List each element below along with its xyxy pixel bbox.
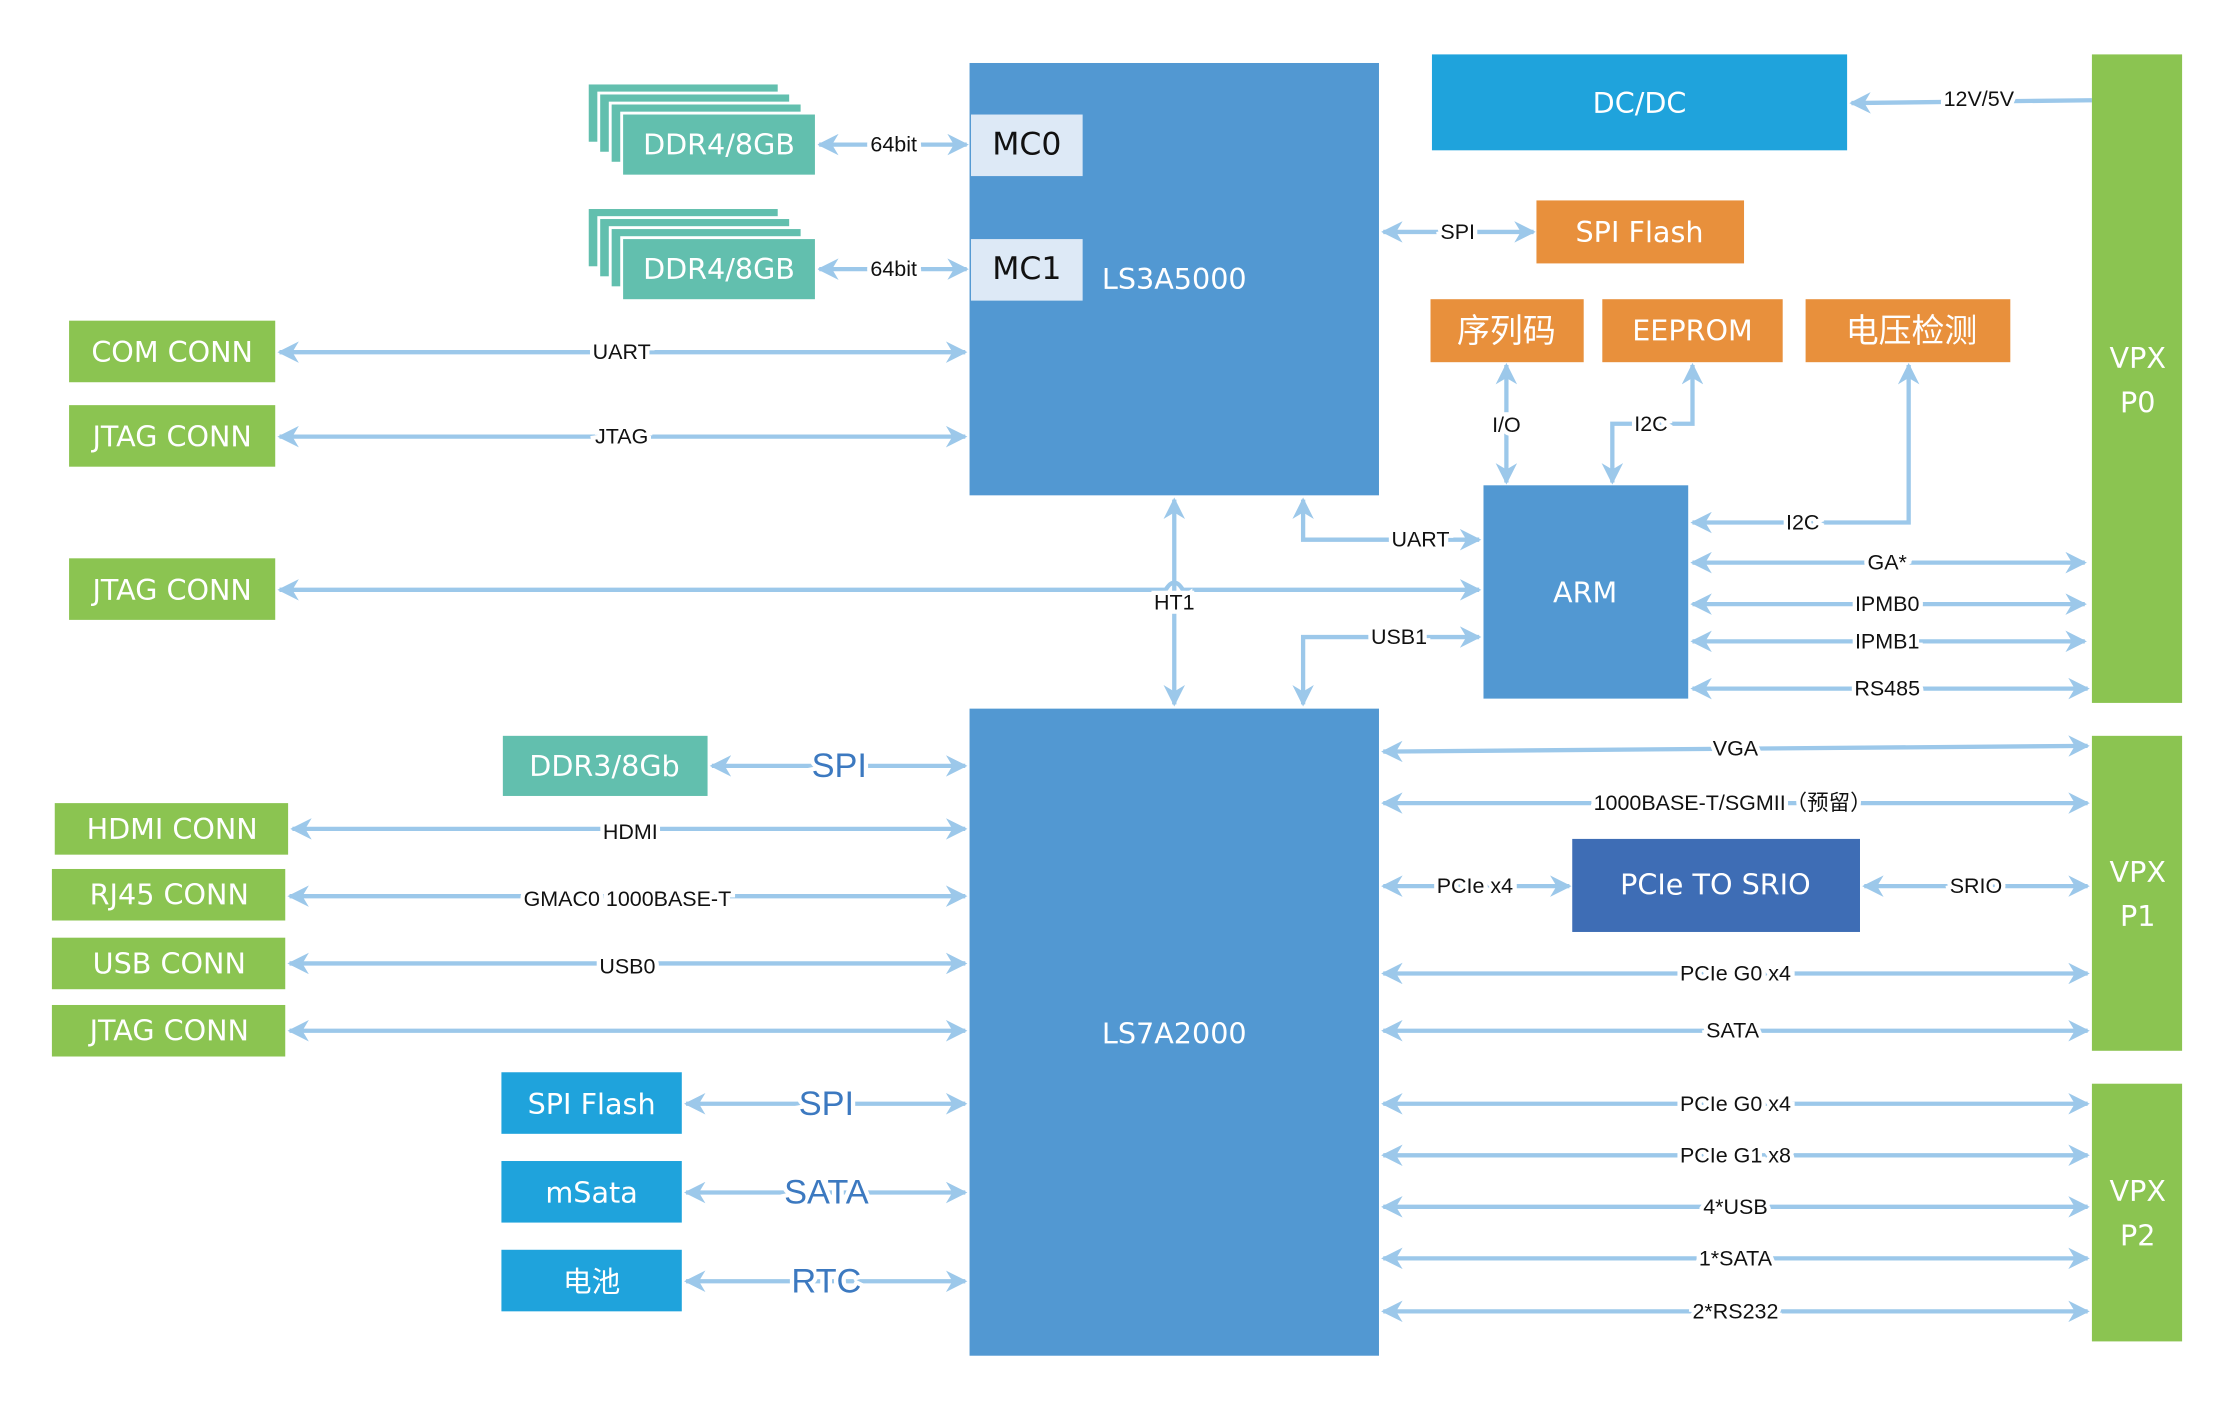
msata-label: mSata — [545, 1176, 637, 1210]
link-spi_bottom-label: SPI — [799, 1085, 854, 1123]
ddr3-label: DDR3/8Gb — [529, 749, 679, 783]
vpx-p0-label-2: P0 — [2120, 385, 2155, 419]
rj45-conn-label: RJ45 CONN — [90, 878, 249, 912]
link-ipmb0-label: IPMB0 — [1855, 592, 1919, 616]
link-pcie_g1-label: PCIe G1 x8 — [1680, 1143, 1791, 1167]
usb-conn-label: USB CONN — [93, 946, 246, 980]
arm-block — [1483, 485, 1689, 699]
link-hdmi-label: HDMI — [603, 820, 658, 844]
jtag-conn-1-block — [69, 405, 276, 467]
link-jtag-arm — [277, 579, 1482, 601]
ls7a2000-block — [969, 708, 1379, 1356]
voltage-block — [1805, 299, 2011, 363]
battery-label: 电池 — [563, 1264, 620, 1298]
link-sata_p1-label: SATA — [1706, 1019, 1760, 1043]
link-arm_uart-line — [1292, 497, 1482, 551]
link-srio-label: SRIO — [1950, 874, 2002, 898]
link-io-label: I/O — [1492, 413, 1521, 437]
link-vga-line — [1381, 735, 2090, 763]
mc0-label: MC0 — [992, 127, 1061, 163]
link-i2c_volt-label: I2C — [1786, 511, 1819, 535]
link-i2c_eeprom-label: I2C — [1634, 412, 1667, 436]
com-conn-block — [69, 320, 276, 383]
link-rs485-label: RS485 — [1854, 677, 1920, 701]
link-jtag-label: JTAG — [595, 425, 648, 449]
link-rs232-label: 2*RS232 — [1692, 1299, 1778, 1323]
link-sgmii-label: 1000BASE-T/SGMII（预留） — [1594, 791, 1872, 815]
jtag-conn-2-label: JTAG CONN — [90, 573, 251, 607]
arm-label: ARM — [1553, 576, 1617, 610]
spi-flash-bottom-label: SPI Flash — [528, 1087, 656, 1121]
pcie-srio-label: PCIe TO SRIO — [1620, 868, 1811, 902]
vpx-p0-block — [2091, 54, 2183, 703]
vpx-p1-label-1: VPX — [2109, 855, 2165, 889]
link-usb1-label: USB1 — [1371, 625, 1427, 649]
ddr3-block — [502, 735, 708, 796]
vpx-p2-block — [2091, 1083, 2183, 1342]
link-ga-label: GA* — [1868, 551, 1908, 575]
rj45-conn-block — [51, 868, 286, 921]
spi-flash-top-block — [1536, 200, 1745, 264]
link-labels: 64bit 64bit UART JTAG HT1 12V/5V SPI I/O I2C I2C U… — [519, 82, 2019, 1327]
ls3a5000-label: LS3A5000 — [1102, 262, 1247, 296]
dcdc-label: DC/DC — [1593, 86, 1687, 120]
link-spi_top-label: SPI — [1440, 220, 1475, 244]
link-sata-label: SATA — [784, 1174, 869, 1212]
hdmi-conn-label: HDMI CONN — [87, 812, 258, 846]
vpx-p1-block — [2091, 735, 2183, 1051]
com-conn-label: COM CONN — [91, 335, 253, 369]
link-ddr0-label: 64bit — [870, 133, 917, 157]
link-uart-label: UART — [593, 340, 651, 364]
connection-lines — [277, 92, 2092, 1323]
vpx-p2-label-1: VPX — [2109, 1174, 2165, 1208]
ls7a2000-label: LS7A2000 — [1102, 1017, 1247, 1051]
ddr4-stack-1: DDR4/8GB — [585, 206, 818, 303]
link-ddr1-label: 64bit — [870, 257, 917, 281]
link-vga-label: VGA — [1713, 737, 1759, 761]
hdmi-conn-block — [54, 803, 289, 855]
mc1-block — [970, 239, 1083, 301]
jtag-conn-1-label: JTAG CONN — [90, 420, 251, 454]
ddr4-1-label: DDR4/8GB — [643, 252, 795, 286]
link-usb1-line — [1292, 626, 1482, 707]
link-power-label: 12V/5V — [1944, 87, 2015, 111]
msata-block — [501, 1161, 682, 1223]
link-ddr3_spi-label: SPI — [812, 747, 867, 785]
link-i2c_volt-line — [1690, 362, 1920, 534]
link-ipmb1-label: IPMB1 — [1855, 629, 1919, 653]
pcie-srio-block — [1572, 838, 1860, 932]
link-gmac-label: GMAC0 1000BASE-T — [524, 887, 732, 911]
link-power-line — [1849, 92, 2092, 114]
eeprom-block — [1602, 299, 1783, 363]
voltage-label: 电压检测 — [1846, 311, 1978, 350]
battery-block — [501, 1249, 682, 1312]
serial-label: 序列码 — [1457, 311, 1556, 350]
jtag-conn-3-label: JTAG CONN — [88, 1014, 249, 1048]
link-pcie_g0_p1-label: PCIe G0 x4 — [1680, 961, 1791, 985]
vpx-p0-label-1: VPX — [2109, 341, 2165, 375]
vpx-p2-label-2: P2 — [2120, 1218, 2155, 1252]
mc0-block — [970, 114, 1083, 177]
vpx-p1-label-2: P1 — [2120, 899, 2155, 933]
link-usb4-label: 4*USB — [1703, 1195, 1767, 1219]
serial-block — [1430, 299, 1584, 363]
link-usb0-label: USB0 — [599, 954, 655, 978]
usb-conn-block — [51, 937, 286, 990]
mc1-label: MC1 — [992, 251, 1061, 287]
spi-flash-top-label: SPI Flash — [1576, 215, 1704, 249]
jtag-conn-3-block — [51, 1004, 286, 1057]
ddr4-0-label: DDR4/8GB — [643, 128, 795, 162]
link-sata1-label: 1*SATA — [1699, 1246, 1773, 1270]
link-arm_uart-label: UART — [1391, 528, 1449, 552]
link-pcie_g0_p2-label: PCIe G0 x4 — [1680, 1092, 1791, 1116]
ddr4-stack-0: DDR4/8GB — [585, 81, 818, 178]
jtag-conn-2-block — [69, 558, 276, 620]
eeprom-label: EEPROM — [1632, 314, 1753, 348]
dcdc-block — [1431, 54, 1848, 151]
link-rtc-label: RTC — [791, 1262, 861, 1300]
link-pcie_x4-label: PCIe x4 — [1437, 874, 1513, 898]
link-ht1-label: HT1 — [1154, 591, 1195, 615]
spi-flash-bottom-block — [501, 1072, 682, 1134]
